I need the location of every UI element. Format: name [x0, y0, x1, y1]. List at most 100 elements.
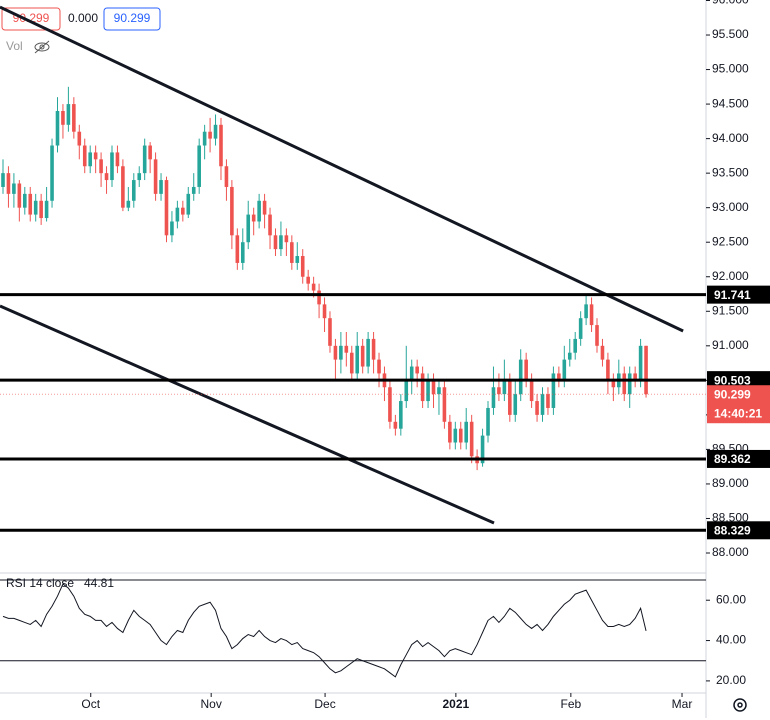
- candle-body: [306, 276, 310, 284]
- candle-body: [328, 318, 332, 346]
- level-label-box: [707, 449, 770, 468]
- last-price-box: [707, 385, 770, 424]
- candle-body: [595, 325, 599, 346]
- x-tick-label: 2021: [443, 697, 470, 711]
- y-tick-label: 88.500: [712, 511, 749, 525]
- y-tick-label: 94.500: [712, 96, 749, 110]
- candle-body: [6, 173, 11, 194]
- candle-body: [131, 180, 136, 201]
- candle-body: [420, 373, 425, 402]
- candle-body: [360, 345, 365, 367]
- candle-body: [181, 207, 185, 215]
- candle-body: [257, 200, 261, 222]
- x-tick-label: Feb: [561, 697, 582, 711]
- y-tick-label: 91.000: [712, 338, 749, 352]
- x-tick-label: Oct: [81, 697, 100, 711]
- candle-body: [93, 152, 98, 160]
- level-label: 90.503: [714, 373, 751, 387]
- rsi-tick-label: 40.00: [716, 633, 746, 647]
- level-label-box: [707, 521, 770, 540]
- candle-body: [22, 193, 27, 208]
- candle-body: [235, 235, 240, 263]
- candle-body: [197, 145, 201, 187]
- y-tick-label: 88.000: [712, 545, 749, 559]
- countdown-label: 14:40:21: [714, 406, 762, 420]
- level-label-box: [707, 285, 770, 304]
- candle-body: [33, 200, 38, 215]
- candle-body: [349, 352, 354, 374]
- candle-body: [251, 214, 256, 222]
- candle-body: [535, 401, 539, 415]
- candle-body: [551, 373, 556, 408]
- candle-body: [627, 373, 632, 395]
- level-label: 89.362: [714, 452, 751, 466]
- y-tick-label: 92.500: [712, 234, 749, 248]
- candle-body: [399, 401, 403, 429]
- candle-body: [77, 131, 82, 146]
- candle-body: [497, 387, 501, 395]
- candle-body: [262, 200, 267, 215]
- level-label-box: [707, 371, 770, 390]
- candle-body: [273, 235, 278, 250]
- candle-body: [284, 235, 289, 243]
- rsi-value: 44.81: [84, 576, 114, 590]
- candle-body: [562, 359, 567, 381]
- candle-body: [431, 380, 436, 395]
- candle-body: [186, 193, 191, 215]
- candle-body: [578, 318, 583, 339]
- candle-body: [175, 207, 180, 222]
- candle-body: [224, 166, 229, 187]
- candle-body: [491, 387, 496, 408]
- y-tick-label: 92.000: [712, 269, 749, 283]
- candle-body: [142, 145, 147, 174]
- candle-body: [208, 131, 212, 139]
- candle-body: [213, 124, 218, 139]
- candle-body: [404, 380, 409, 402]
- candle-body: [121, 166, 125, 208]
- candle-body: [110, 152, 114, 181]
- y-tick-label: 93.000: [712, 200, 749, 214]
- candle-body: [469, 421, 474, 457]
- candle-body: [518, 359, 523, 395]
- candle-body: [191, 186, 196, 194]
- y-tick-label: 91.500: [712, 303, 749, 317]
- candle-body: [486, 407, 490, 436]
- candle-body: [322, 304, 327, 319]
- candle-body: [104, 173, 109, 181]
- candle-body: [230, 186, 234, 236]
- x-tick-label: Dec: [314, 697, 335, 711]
- candle-body: [393, 421, 398, 429]
- candle-body: [12, 183, 16, 194]
- open-value: 90.299: [13, 11, 50, 25]
- candle-body: [159, 180, 163, 194]
- rsi-tick-label: 60.00: [716, 592, 746, 606]
- candle-body: [88, 152, 92, 167]
- candle-body: [137, 173, 142, 181]
- candle-body: [415, 366, 419, 374]
- candle-body: [279, 235, 283, 250]
- last-price-label: 90.299: [714, 387, 751, 401]
- y-tick-label: 93.500: [712, 165, 749, 179]
- close-box: [103, 7, 161, 31]
- y-tick-label: 95.500: [712, 27, 749, 41]
- candle-body: [55, 110, 60, 146]
- candle-body: [584, 304, 588, 319]
- y-tick-label: 96.000: [712, 0, 749, 7]
- candle-body: [339, 345, 343, 360]
- y-tick-label: 89.000: [712, 476, 749, 490]
- candle-body: [148, 145, 152, 160]
- candle-body: [529, 380, 534, 402]
- candle-body: [513, 394, 518, 415]
- candle-body: [377, 359, 381, 374]
- settings-icon[interactable]: [733, 698, 747, 712]
- candle-body: [567, 352, 572, 360]
- candle-body: [633, 373, 637, 381]
- candle-body: [606, 359, 610, 381]
- candle-body: [126, 200, 131, 208]
- close-value: 90.299: [114, 11, 151, 25]
- change-value: 0.000: [68, 11, 98, 25]
- hide-icon[interactable]: [34, 40, 50, 54]
- candle-body: [355, 345, 360, 374]
- candle-body: [622, 373, 627, 395]
- candle-body: [115, 152, 120, 167]
